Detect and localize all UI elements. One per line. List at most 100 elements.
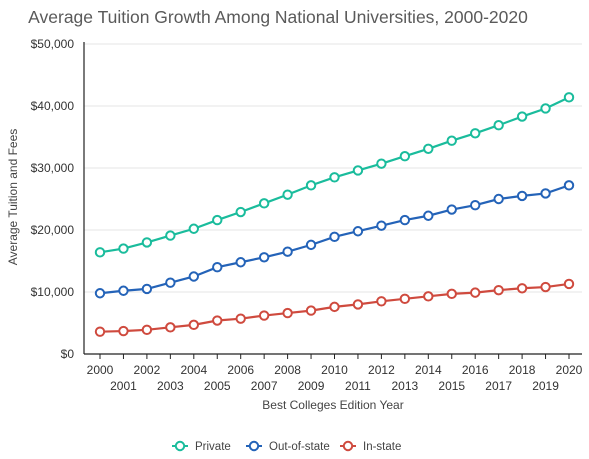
data-point-out-of-state (516, 190, 528, 202)
legend-swatch-marker (174, 440, 186, 452)
legend-swatch-marker (342, 440, 354, 452)
data-point-in-state (258, 310, 270, 321)
x-tick-label: 2001 (110, 379, 137, 393)
data-point-private (446, 135, 457, 146)
y-axis-title: Average Tuition and Fees (6, 129, 20, 266)
data-point-out-of-state (212, 262, 223, 273)
x-tick-label: 2008 (274, 363, 301, 377)
data-point-in-state (188, 319, 200, 331)
x-tick-label: 2015 (438, 379, 465, 393)
data-point-out-of-state (235, 257, 246, 268)
legend-item-private: Private (172, 440, 231, 453)
y-tick-label: $50,000 (31, 37, 75, 51)
y-tick-label: $40,000 (31, 99, 75, 113)
data-point-out-of-state (446, 204, 457, 215)
data-point-out-of-state (305, 239, 317, 251)
data-point-private (376, 158, 387, 169)
data-point-out-of-state (118, 285, 129, 296)
x-tick-label: 2005 (204, 379, 231, 393)
data-point-out-of-state (376, 220, 387, 231)
chart-title: Average Tuition Growth Among National Un… (28, 7, 528, 27)
data-point-out-of-state (94, 288, 106, 299)
data-point-private (470, 128, 481, 139)
data-point-out-of-state (540, 188, 551, 199)
data-point-out-of-state (470, 200, 481, 211)
x-tick-label: 2019 (532, 379, 559, 393)
data-point-in-state (282, 307, 293, 319)
data-point-in-state (540, 281, 551, 293)
data-point-in-state (516, 283, 528, 294)
series-private (94, 92, 575, 258)
y-tick-label: $30,000 (31, 161, 75, 175)
data-point-private (493, 120, 504, 131)
legend-label: Out-of-state (269, 441, 330, 453)
legend-label: In-state (363, 441, 401, 453)
data-point-private (516, 111, 528, 122)
gridlines (84, 43, 582, 293)
x-tick-label: 2004 (180, 363, 207, 377)
x-tick-label: 2020 (556, 363, 583, 377)
data-point-private (540, 103, 551, 114)
x-tick-label: 2003 (157, 379, 184, 393)
data-point-out-of-state (399, 214, 411, 226)
x-axis-tick-labels: 2000 2001 2002 2003 2004 2005 2006 2007 2008 2009… (87, 363, 583, 393)
legend-swatch-marker (248, 440, 260, 452)
data-point-in-state (352, 299, 364, 310)
data-point-in-state (94, 326, 106, 337)
data-point-private (165, 230, 176, 241)
y-tick-label: $20,000 (31, 223, 75, 237)
x-tick-label: 2014 (415, 363, 442, 377)
data-point-in-state (329, 301, 340, 313)
data-point-in-state (563, 278, 575, 290)
x-tick-label: 2009 (298, 379, 325, 393)
axes (83, 42, 582, 359)
x-tick-label: 2017 (485, 379, 512, 393)
y-axis-tick-labels: $0 $10,000 $20,000 $30,000 $40,000 $50,000 (31, 37, 75, 361)
data-point-private (141, 237, 153, 248)
data-point-private (282, 189, 293, 200)
data-point-out-of-state (423, 210, 434, 221)
data-point-out-of-state (141, 283, 153, 295)
data-point-in-state (118, 325, 129, 337)
data-point-in-state (165, 322, 176, 333)
data-point-out-of-state (258, 252, 270, 263)
data-point-out-of-state (563, 180, 575, 191)
data-point-out-of-state (188, 271, 200, 282)
data-point-private (352, 165, 364, 176)
x-tick-label: 2007 (251, 379, 278, 393)
series-in-state (94, 278, 575, 337)
x-axis-title: Best Colleges Edition Year (262, 398, 403, 412)
data-point-in-state (235, 313, 246, 324)
data-point-out-of-state (352, 226, 364, 237)
data-point-private (305, 180, 317, 191)
x-tick-label: 2011 (345, 379, 371, 393)
data-point-in-state (376, 296, 387, 307)
data-point-private (563, 92, 575, 103)
data-point-in-state (470, 287, 481, 298)
x-tick-label: 2000 (87, 363, 114, 377)
data-point-private (94, 247, 106, 258)
legend-item-out-of-state: Out-of-state (246, 440, 330, 453)
legend: Private Out-of-state In-state (172, 440, 401, 453)
x-tick-label: 2002 (134, 363, 161, 377)
data-point-in-state (423, 291, 434, 302)
data-point-private (235, 206, 246, 218)
data-point-in-state (141, 324, 153, 336)
x-tick-label: 2016 (462, 363, 489, 377)
data-point-out-of-state (493, 193, 504, 205)
x-tick-label: 2010 (321, 363, 348, 377)
data-point-private (118, 243, 129, 254)
data-point-private (423, 143, 434, 154)
data-point-private (329, 172, 340, 183)
x-tick-label: 2018 (509, 363, 536, 377)
legend-item-in-state: In-state (340, 440, 401, 453)
data-point-private (188, 223, 200, 234)
data-point-private (399, 151, 411, 162)
x-tick-label: 2013 (391, 379, 418, 393)
legend-label: Private (195, 441, 231, 453)
data-point-in-state (305, 305, 317, 316)
data-point-out-of-state (282, 246, 293, 257)
y-tick-label: $10,000 (31, 285, 75, 299)
